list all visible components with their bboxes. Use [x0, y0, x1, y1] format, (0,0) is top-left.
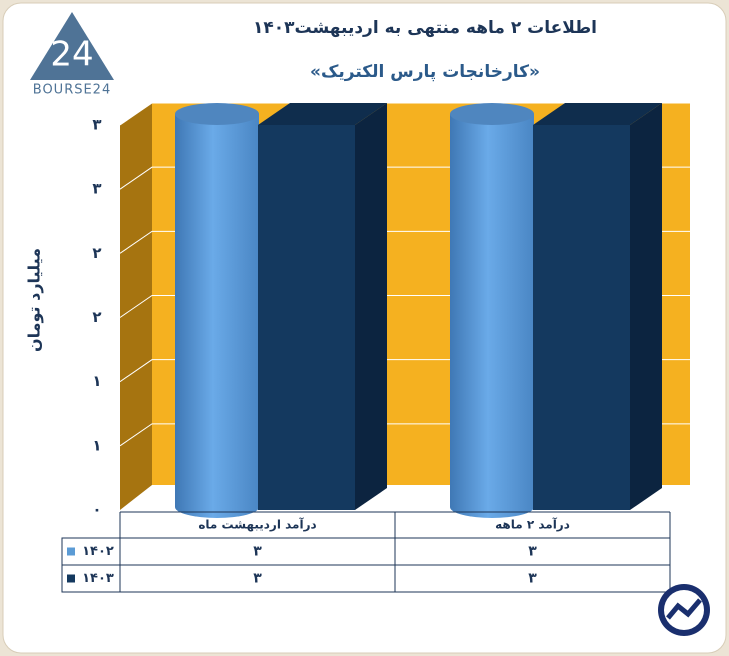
x-tick-label: درآمد ۲ ماهه [495, 517, 570, 532]
y-tick-label: ۲ [92, 308, 101, 326]
value-label: ۳ [253, 544, 262, 560]
box-top [533, 103, 662, 125]
logo-triangle [30, 12, 114, 80]
x-tick-label: درآمد اردیبهشت ماه [198, 517, 316, 532]
y-tick-label: ۱ [92, 436, 101, 454]
grid-line [119, 102, 690, 126]
box-side [630, 103, 662, 510]
legend-swatch [67, 547, 75, 556]
cylinder-body [175, 114, 259, 518]
logo: 24 BOURSE24 [30, 12, 114, 98]
cylinder-body [450, 114, 534, 518]
logo-text: BOURSE24 [33, 83, 111, 98]
chart-subtitle: «کارخانجات پارس الکتریک» [310, 62, 540, 82]
y-tick-label: ۳ [92, 116, 101, 134]
cylinder-top [450, 103, 534, 125]
y-tick-label: ۳ [92, 180, 101, 198]
data-table: درآمد اردیبهشت ماه درآمد ۲ ماهه ۱۴۰۲ ۳ ۳ ۱۴۰۳… [61, 511, 671, 593]
logo-mark: 24 [50, 35, 93, 75]
value-label: ۳ [528, 544, 537, 560]
bars [175, 103, 662, 518]
y-tick-label: ۰ [92, 501, 101, 519]
value-label: ۳ [253, 571, 262, 587]
bar [533, 125, 630, 510]
box-side [355, 103, 387, 510]
y-axis-label: میلیارد تومان [25, 248, 44, 352]
legend-swatch [67, 574, 75, 583]
y-tick-label: ۱ [92, 372, 101, 390]
corner-icon [658, 584, 710, 636]
legend-label: ۱۴۰۲ [82, 544, 114, 559]
chart-title: اطلاعات ۲ ماهه منتهی به اردیبهشت۱۴۰۳ [253, 18, 597, 38]
value-label: ۳ [528, 571, 537, 587]
y-tick-label: ۲ [92, 244, 101, 262]
bar [258, 125, 355, 510]
icon-arrow [666, 598, 702, 620]
cylinder-top [175, 103, 259, 125]
legend-label: ۱۴۰۳ [82, 571, 114, 586]
box-top [258, 103, 387, 125]
